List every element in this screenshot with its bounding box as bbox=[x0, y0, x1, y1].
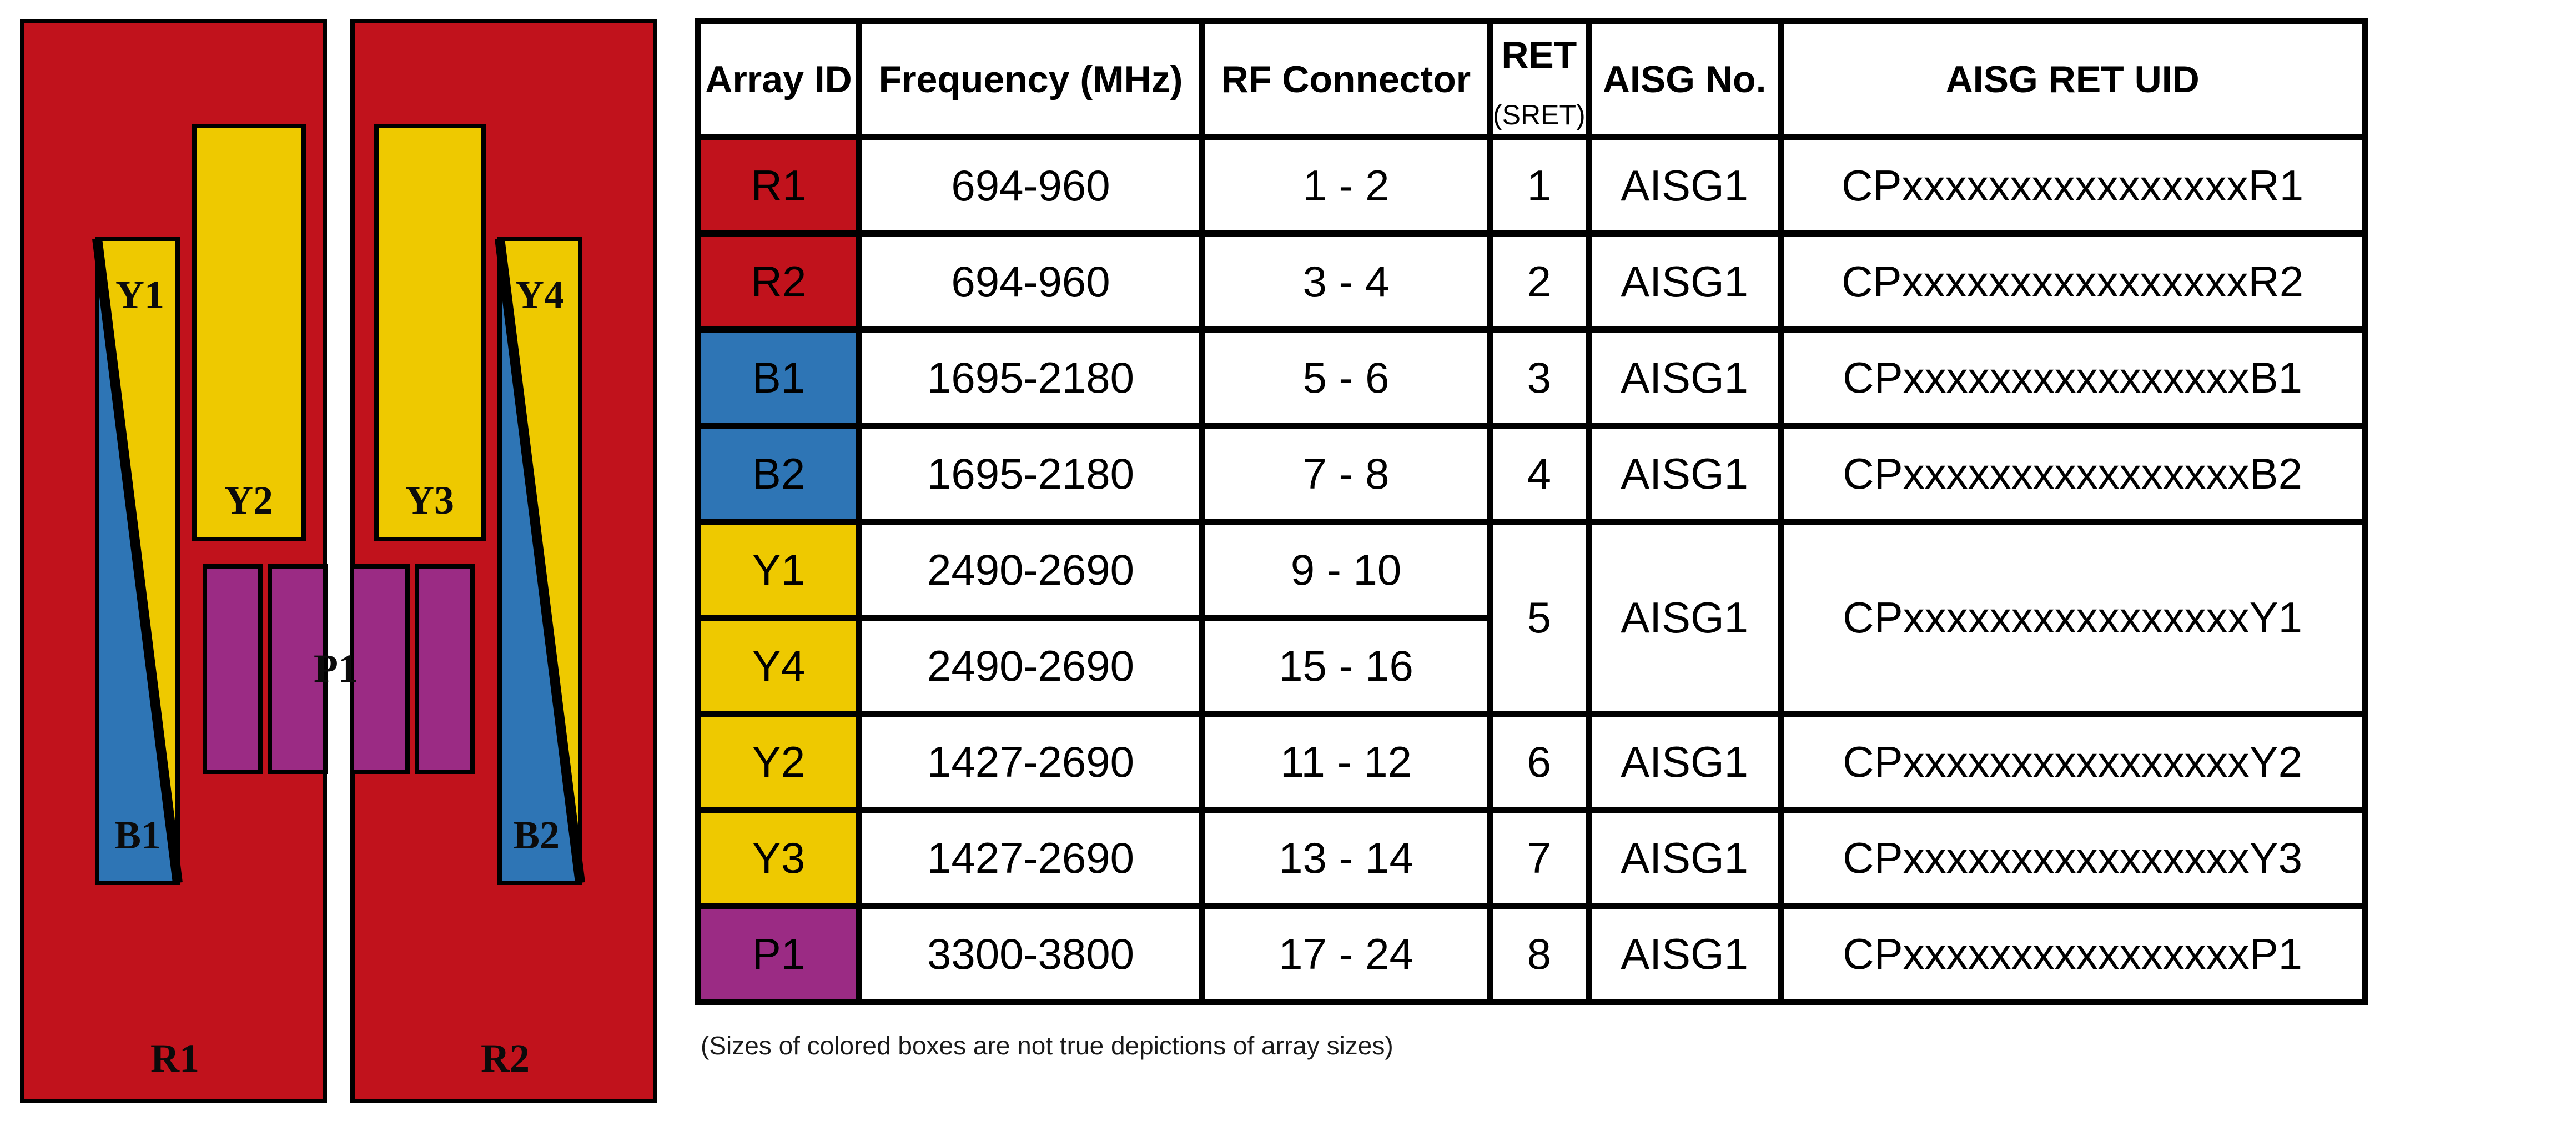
table-row-y2: Y2 1427-2690 11 - 12 6 AISG1 CPxxxxxxxxx… bbox=[695, 711, 2368, 813]
label-y3: Y3 bbox=[405, 478, 454, 522]
rf-connector-cell: 1 - 2 bbox=[1199, 134, 1493, 237]
header-aisg-ret-uid: AISG RET UID bbox=[1777, 18, 2368, 140]
table-row-b2: B2 1695-2180 7 - 8 4 AISG1 CPxxxxxxxxxxx… bbox=[695, 423, 2368, 525]
table-row-y4: Y4 2490-2690 15 - 16 bbox=[695, 615, 2365, 717]
header-ret-main: RET bbox=[1501, 34, 1577, 76]
ret-cell: 8 bbox=[1487, 903, 1592, 1005]
aisg-no-cell: AISG1 bbox=[1585, 326, 1784, 429]
ret-cell: 2 bbox=[1487, 230, 1592, 333]
aisg-no-cell: AISG1 bbox=[1585, 134, 1784, 237]
table-row-y3: Y3 1427-2690 13 - 14 7 AISG1 CPxxxxxxxxx… bbox=[695, 807, 2368, 909]
frequency-cell: 1695-2180 bbox=[856, 326, 1205, 429]
header-ret-sub: (SRET) bbox=[1493, 99, 1586, 130]
aisg-no-cell-merged: AISG1 bbox=[1585, 519, 1784, 717]
array-p1-box-3 bbox=[350, 564, 410, 774]
array-p1-box-4 bbox=[415, 564, 475, 774]
ret-cell: 7 bbox=[1487, 807, 1592, 909]
rf-connector-cell: 9 - 10 bbox=[1199, 519, 1493, 621]
aisg-ret-uid-cell: CPxxxxxxxxxxxxxxxxR2 bbox=[1777, 230, 2368, 333]
label-b1: B1 bbox=[114, 813, 161, 857]
array-id-cell: Y4 bbox=[695, 615, 862, 717]
table-header-row: Array ID Frequency (MHz) RF Connector RE… bbox=[695, 18, 2368, 140]
array-y4-b2 bbox=[495, 237, 585, 885]
array-y1-b1 bbox=[92, 237, 183, 885]
rf-connector-cell: 5 - 6 bbox=[1199, 326, 1493, 429]
aisg-ret-uid-cell-merged: CPxxxxxxxxxxxxxxxxY1 bbox=[1777, 519, 2368, 717]
rf-connector-cell: 11 - 12 bbox=[1199, 711, 1493, 813]
array-id-cell: Y1 bbox=[695, 519, 862, 621]
aisg-no-cell: AISG1 bbox=[1585, 423, 1784, 525]
rf-connector-cell: 3 - 4 bbox=[1199, 230, 1493, 333]
frequency-cell: 1427-2690 bbox=[856, 807, 1205, 909]
aisg-no-cell: AISG1 bbox=[1585, 807, 1784, 909]
label-b2: B2 bbox=[513, 813, 560, 857]
aisg-no-cell: AISG1 bbox=[1585, 230, 1784, 333]
ret-cell: 3 bbox=[1487, 326, 1592, 429]
array-id-cell: P1 bbox=[695, 903, 862, 1005]
rf-connector-cell: 15 - 16 bbox=[1199, 615, 1493, 717]
rf-connector-cell: 7 - 8 bbox=[1199, 423, 1493, 525]
array-id-cell: B2 bbox=[695, 423, 862, 525]
array-y3 bbox=[374, 124, 486, 541]
label-r1: R1 bbox=[150, 1036, 199, 1080]
rf-connector-cell: 17 - 24 bbox=[1199, 903, 1493, 1005]
array-id-cell: B1 bbox=[695, 326, 862, 429]
ret-cell-merged: 5 bbox=[1487, 519, 1592, 717]
frequency-cell: 2490-2690 bbox=[856, 615, 1205, 717]
array-p1-box-1 bbox=[203, 564, 263, 774]
label-p1: P1 bbox=[314, 646, 358, 691]
label-y4: Y4 bbox=[515, 273, 564, 317]
aisg-ret-uid-cell: CPxxxxxxxxxxxxxxxxB2 bbox=[1777, 423, 2368, 525]
aisg-no-cell: AISG1 bbox=[1585, 711, 1784, 813]
label-r2: R2 bbox=[481, 1036, 530, 1080]
table-row-r2: R2 694-960 3 - 4 2 AISG1 CPxxxxxxxxxxxxx… bbox=[695, 230, 2368, 333]
label-y1: Y1 bbox=[115, 273, 164, 317]
array-p1-box-2 bbox=[268, 564, 328, 774]
array-id-cell: R1 bbox=[695, 134, 862, 237]
aisg-ret-uid-cell: CPxxxxxxxxxxxxxxxxY2 bbox=[1777, 711, 2368, 813]
frequency-cell: 3300-3800 bbox=[856, 903, 1205, 1005]
ret-cell: 6 bbox=[1487, 711, 1592, 813]
label-y2: Y2 bbox=[224, 478, 273, 522]
aisg-ret-uid-cell: CPxxxxxxxxxxxxxxxxB1 bbox=[1777, 326, 2368, 429]
frequency-cell: 694-960 bbox=[856, 134, 1205, 237]
table-row-r1: R1 694-960 1 - 2 1 AISG1 CPxxxxxxxxxxxxx… bbox=[695, 134, 2368, 237]
aisg-no-cell: AISG1 bbox=[1585, 903, 1784, 1005]
array-id-cell: Y3 bbox=[695, 807, 862, 909]
header-aisg-no: AISG No. bbox=[1585, 18, 1784, 140]
table-row-p1: P1 3300-3800 17 - 24 8 AISG1 CPxxxxxxxxx… bbox=[695, 903, 2368, 1005]
table-row-b1: B1 1695-2180 5 - 6 3 AISG1 CPxxxxxxxxxxx… bbox=[695, 326, 2368, 429]
aisg-ret-uid-cell: CPxxxxxxxxxxxxxxxxP1 bbox=[1777, 903, 2368, 1005]
ret-cell: 1 bbox=[1487, 134, 1592, 237]
array-y2 bbox=[192, 124, 306, 541]
header-ret: RET (SRET) bbox=[1487, 18, 1592, 140]
frequency-cell: 2490-2690 bbox=[856, 519, 1205, 621]
header-rf-connector: RF Connector bbox=[1199, 18, 1493, 140]
size-disclaimer-note: (Sizes of colored boxes are not true dep… bbox=[701, 1031, 1393, 1060]
frequency-cell: 1695-2180 bbox=[856, 423, 1205, 525]
aisg-ret-uid-cell: CPxxxxxxxxxxxxxxxxY3 bbox=[1777, 807, 2368, 909]
array-spec-table: Array ID Frequency (MHz) RF Connector RE… bbox=[695, 18, 2368, 1005]
aisg-ret-uid-cell: CPxxxxxxxxxxxxxxxxR1 bbox=[1777, 134, 2368, 237]
rf-connector-cell: 13 - 14 bbox=[1199, 807, 1493, 909]
array-id-cell: Y2 bbox=[695, 711, 862, 813]
frequency-cell: 694-960 bbox=[856, 230, 1205, 333]
ret-cell: 4 bbox=[1487, 423, 1592, 525]
antenna-array-diagram: Y1 B1 Y2 Y3 Y4 B2 P1 R1 R2 bbox=[20, 19, 657, 1103]
array-id-cell: R2 bbox=[695, 230, 862, 333]
frequency-cell: 1427-2690 bbox=[856, 711, 1205, 813]
header-frequency: Frequency (MHz) bbox=[856, 18, 1205, 140]
header-array-id: Array ID bbox=[695, 18, 862, 140]
table-row-y1: Y1 2490-2690 9 - 10 5 AISG1 CPxxxxxxxxxx… bbox=[695, 519, 2368, 717]
